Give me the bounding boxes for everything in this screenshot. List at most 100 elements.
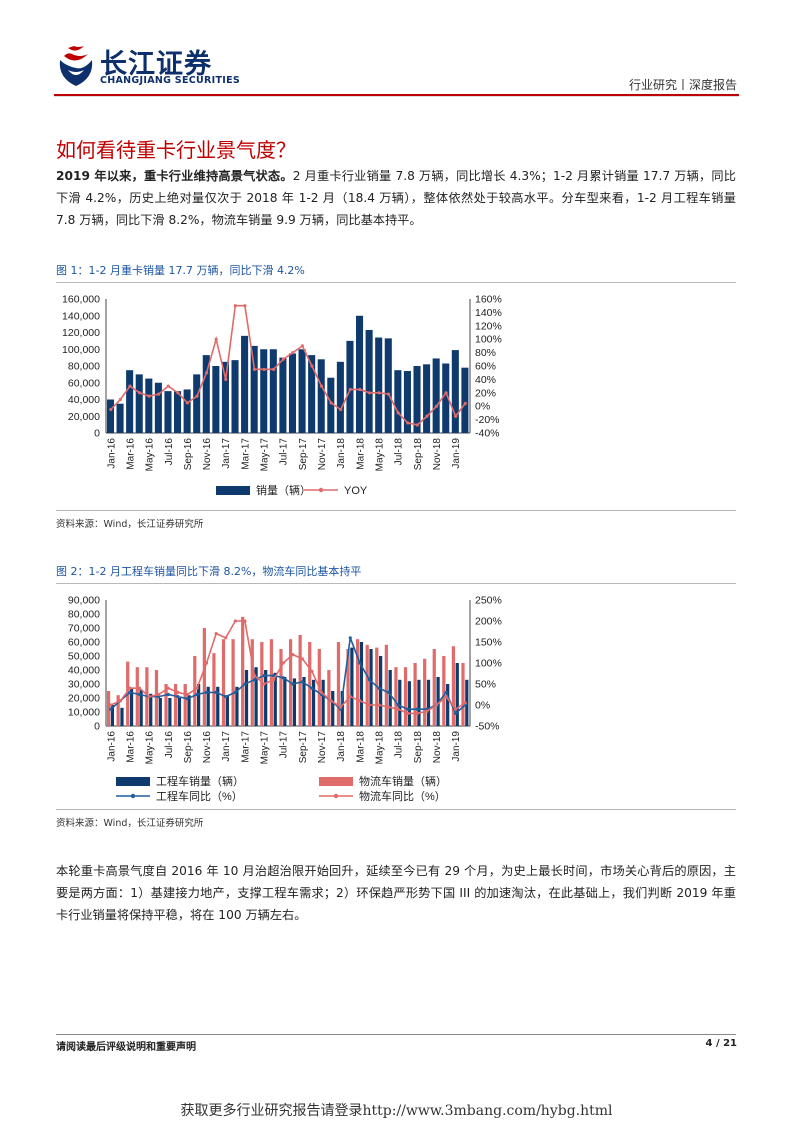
figure-2-bottom-rule [56,809,736,810]
line-point [367,678,372,682]
x-tick-label: May-17 [260,731,271,765]
y-right-tick-label: 0% [475,401,490,413]
legend-swatch [319,777,353,786]
line-point [128,690,132,694]
bar-primary [327,377,335,433]
bar-secondary [250,639,254,726]
bar-primary [135,374,143,433]
bar-primary [174,391,182,433]
bar-primary [379,656,383,726]
bar-primary [407,681,411,726]
bar-secondary [260,642,264,726]
legend-marker [318,487,324,493]
x-tick-label: Jan-17 [221,731,232,762]
bar-primary [244,670,249,726]
bar-secondary [365,644,369,726]
bar-primary [216,686,220,726]
legend-label: 工程车销量（辆） [156,774,244,788]
line-point [406,707,410,711]
line-point [291,682,295,686]
y-right-tick-label: 150% [475,637,502,649]
bar-primary [202,355,210,433]
line-point [233,304,237,308]
figure-2-source: 资料来源：Wind，长江证券研究所 [56,818,204,829]
y-left-tick-label: 60,000 [68,637,100,649]
bar-primary [394,370,402,433]
bar-primary [260,349,268,433]
line-point [310,364,314,368]
bar-primary [356,315,364,433]
line-point [319,384,324,388]
page-number: 4 / 21 [705,1038,738,1049]
bar-secondary [308,642,312,726]
y-left-tick-label: 90,000 [68,595,100,607]
y-right-tick-label: 160% [475,294,502,306]
bar-primary [154,382,162,433]
intro-bold-lead: 2019 年以来，重卡行业维持高景气状态。 [56,169,293,183]
bar-primary [187,695,191,726]
y-left-tick-label: 10,000 [68,707,100,719]
line-point [454,414,458,418]
legend-marker [333,793,339,799]
bar-primary [279,357,287,433]
x-tick-label: May-18 [375,438,386,472]
bar-secondary [432,649,436,726]
bar-secondary [212,653,216,726]
x-tick-label: Sep-17 [298,731,309,764]
x-tick-label: Nov-16 [202,731,213,764]
section-title: 如何看待重卡行业景气度？ [56,138,296,162]
header-divider [54,94,739,96]
x-tick-label: Nov-16 [202,438,213,471]
line-point [272,367,276,371]
line-point [444,695,448,699]
line-point [415,711,419,715]
y-right-tick-label: 140% [475,307,502,319]
legend-label: 物流车销量（辆） [359,774,447,788]
line-point [348,387,352,392]
line-point [386,690,391,694]
bar-primary [283,677,287,726]
bar-secondary [221,639,226,726]
logo-emblem-icon [59,46,93,86]
report-section-label: 行业研究丨深度报告 [628,78,737,92]
x-tick-label: May-16 [145,731,156,765]
y-left-tick-label: 30,000 [68,679,100,691]
line-point [185,697,190,701]
line-point [128,686,132,690]
y-right-tick-label: 80% [475,347,496,359]
line-point [137,686,142,690]
bar-primary [241,335,249,433]
line-point [377,686,381,690]
bar-primary [465,679,469,726]
bar-primary [254,667,258,726]
bar-primary [461,367,469,433]
line-point [415,707,419,711]
bar-secondary [106,691,111,726]
y-left-tick-label: 120,000 [62,327,100,339]
line-point [118,699,122,703]
bar-secondary [403,667,408,726]
bar-primary [225,695,229,726]
line-point [406,421,410,425]
line-point [137,692,142,697]
line-point [166,384,170,388]
footer-divider [56,1034,736,1035]
line-point [291,653,295,657]
bar-primary [177,698,182,726]
x-tick-label: Nov-18 [432,438,443,471]
x-tick-label: Jul-18 [394,438,405,466]
figure-2-top-rule [56,583,736,584]
figure-1-chart: 0 20,000 40,000 60,000 80,000 100,000 120,000 1… [62,294,502,498]
bar-primary [350,647,354,726]
line-point [176,391,180,395]
figure-1-caption: 图 1：1-2 月重卡销量 17.7 万辆，同比下滑 4.2% [56,264,305,277]
bar-primary [375,337,383,433]
y-right-tick-label: -50% [475,721,500,733]
bar-secondary [154,670,159,726]
bar-secondary [356,639,360,726]
x-tick-label: May-16 [145,438,156,472]
x-tick-label: Sep-16 [183,731,194,764]
line-point [367,703,372,707]
line-point [358,699,362,703]
bar-secondary [413,663,417,726]
